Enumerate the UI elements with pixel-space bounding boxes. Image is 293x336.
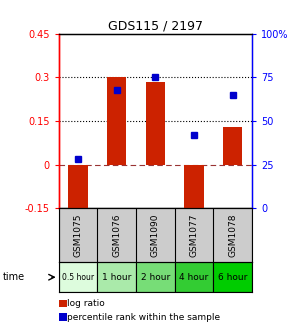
Bar	[59, 262, 97, 292]
Text: percentile rank within the sample: percentile rank within the sample	[67, 313, 221, 322]
Text: 6 hour: 6 hour	[218, 273, 247, 282]
Text: GSM1076: GSM1076	[112, 213, 121, 257]
Text: log ratio: log ratio	[67, 299, 105, 308]
Text: GSM1077: GSM1077	[190, 213, 198, 257]
Bar	[97, 262, 136, 292]
Bar	[184, 165, 204, 213]
Bar	[175, 262, 213, 292]
Text: 4 hour: 4 hour	[179, 273, 209, 282]
Bar	[68, 165, 88, 214]
Text: time: time	[3, 272, 25, 282]
Bar	[107, 77, 126, 165]
Bar	[146, 82, 165, 165]
Title: GDS115 / 2197: GDS115 / 2197	[108, 19, 203, 33]
Text: 2 hour: 2 hour	[141, 273, 170, 282]
Text: 0.5 hour: 0.5 hour	[62, 273, 94, 282]
Text: 1 hour: 1 hour	[102, 273, 131, 282]
Text: GSM1075: GSM1075	[74, 213, 82, 257]
Text: GSM1090: GSM1090	[151, 213, 160, 257]
Bar	[136, 262, 175, 292]
Text: GSM1078: GSM1078	[228, 213, 237, 257]
Bar	[213, 262, 252, 292]
Bar	[223, 127, 242, 165]
